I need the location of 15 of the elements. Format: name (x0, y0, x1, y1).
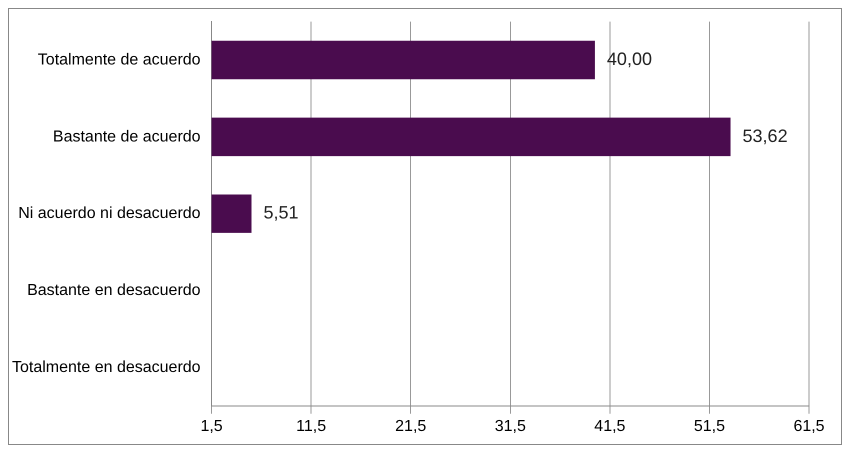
y-tick-label: Totalmente de acuerdo (38, 51, 201, 68)
y-tick-label: Bastante en desacuerdo (27, 282, 201, 299)
x-tick-label: 31,5 (494, 418, 526, 435)
y-tick-label: Bastante de acuerdo (52, 128, 201, 146)
x-tick-label: 41,5 (594, 418, 626, 435)
x-tick-label: 21,5 (395, 418, 426, 435)
x-tick-label: 11,5 (296, 418, 326, 435)
x-tick-label: 51,5 (694, 418, 726, 435)
data-label: 53,62 (742, 126, 788, 146)
y-tick-label: Ni acuerdo ni desacuerdo (18, 205, 201, 222)
data-label: 40,00 (606, 48, 652, 69)
x-tick-label: 61,5 (793, 418, 825, 435)
data-label: 5,51 (264, 202, 299, 223)
x-tick-label: 1,5 (200, 418, 223, 435)
y-tick-label: Totalmente en desacuerdo (12, 358, 201, 376)
